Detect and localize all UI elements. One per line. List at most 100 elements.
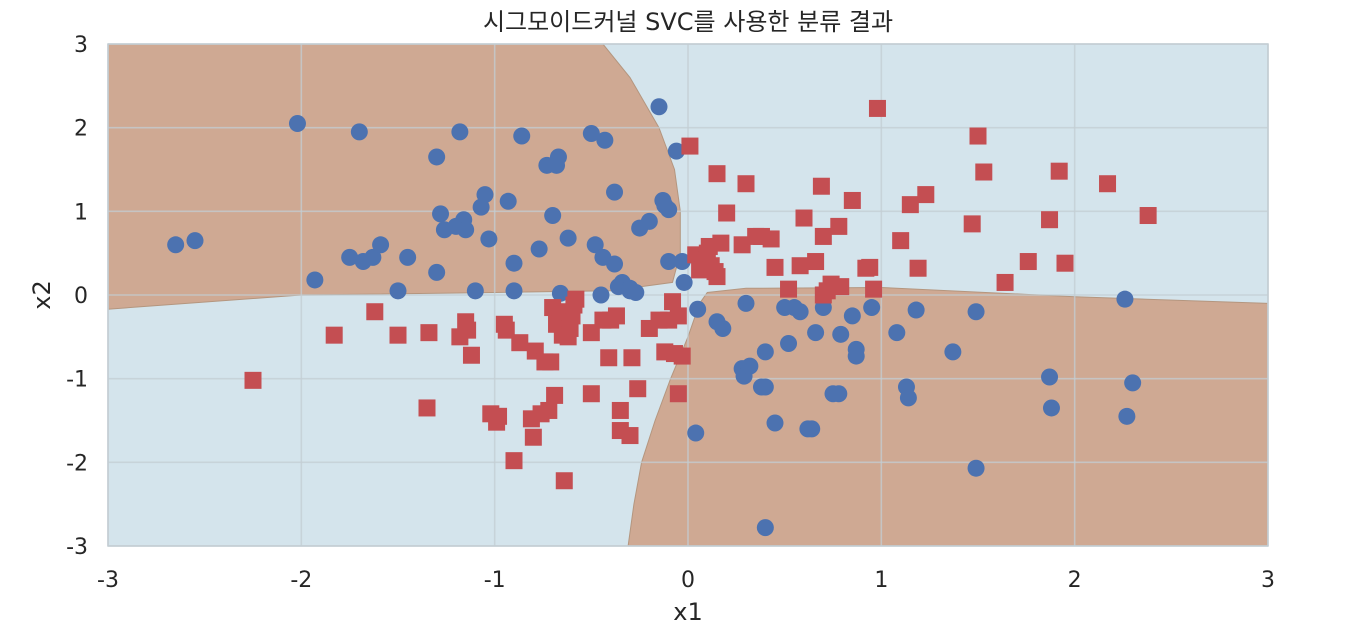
circle-point bbox=[288, 114, 306, 132]
circle-point bbox=[551, 284, 569, 302]
y-tick-label: -1 bbox=[66, 368, 88, 393]
circle-point bbox=[549, 148, 567, 166]
circle-point bbox=[466, 282, 484, 300]
square-point bbox=[733, 236, 751, 254]
square-point bbox=[366, 303, 384, 321]
square-point bbox=[497, 321, 515, 339]
square-point bbox=[737, 175, 755, 193]
square-point bbox=[780, 280, 798, 298]
circle-point bbox=[888, 324, 906, 342]
square-point bbox=[832, 278, 850, 296]
square-point bbox=[766, 258, 784, 276]
square-point bbox=[600, 349, 618, 367]
x-tick-label: 3 bbox=[1261, 568, 1275, 593]
y-axis-label: x2 bbox=[28, 280, 56, 309]
square-point bbox=[861, 258, 879, 276]
y-tick-label: -2 bbox=[66, 451, 88, 476]
circle-point bbox=[737, 294, 755, 312]
square-point bbox=[708, 165, 726, 183]
circle-point bbox=[606, 255, 624, 273]
circle-point bbox=[847, 347, 865, 365]
y-tick-label: 2 bbox=[74, 117, 88, 142]
circle-point bbox=[780, 335, 798, 353]
y-tick-labels: -3 -2 -1 0 1 2 3 bbox=[66, 33, 88, 560]
square-point bbox=[892, 232, 910, 250]
square-point bbox=[1056, 254, 1074, 272]
circle-point bbox=[687, 424, 705, 442]
square-point bbox=[762, 230, 780, 248]
square-point bbox=[807, 253, 825, 271]
circle-point bbox=[606, 183, 624, 201]
square-point bbox=[708, 268, 726, 286]
square-point bbox=[917, 186, 935, 204]
square-point bbox=[490, 407, 508, 425]
square-point bbox=[462, 346, 480, 364]
square-point bbox=[712, 234, 730, 252]
square-point bbox=[673, 347, 691, 365]
circle-point bbox=[803, 420, 821, 438]
circle-point bbox=[428, 148, 446, 166]
circle-point bbox=[186, 232, 204, 250]
square-point bbox=[1139, 207, 1157, 225]
circle-point bbox=[1124, 374, 1142, 392]
x-tick-label: 0 bbox=[681, 568, 695, 593]
circle-point bbox=[499, 192, 517, 210]
circle-point bbox=[1042, 399, 1060, 417]
circle-point bbox=[766, 414, 784, 432]
square-point bbox=[629, 380, 647, 398]
square-point bbox=[459, 321, 477, 339]
square-point bbox=[843, 191, 861, 209]
circle-point bbox=[1041, 368, 1059, 386]
circle-point bbox=[967, 303, 985, 321]
data-points bbox=[167, 98, 1157, 537]
square-point bbox=[567, 290, 585, 308]
circle-point bbox=[791, 303, 809, 321]
circle-point bbox=[530, 240, 548, 258]
circle-point bbox=[372, 236, 390, 254]
square-point bbox=[791, 257, 809, 275]
circle-point bbox=[544, 207, 562, 225]
circle-point bbox=[714, 319, 732, 337]
x-tick-label: -3 bbox=[97, 568, 119, 593]
y-tick-label: -3 bbox=[66, 535, 88, 560]
circle-point bbox=[756, 378, 774, 396]
chart-title: 시그모이드커널 SVC를 사용한 분류 결과 bbox=[483, 8, 893, 36]
square-point bbox=[1041, 211, 1059, 229]
square-point bbox=[420, 324, 438, 342]
square-point bbox=[901, 196, 919, 214]
circle-point bbox=[756, 519, 774, 537]
square-point bbox=[996, 273, 1014, 291]
region-brown-top-left bbox=[107, 43, 681, 310]
circle-point bbox=[399, 248, 417, 266]
y-tick-label: 1 bbox=[74, 200, 88, 225]
square-point bbox=[546, 386, 564, 404]
square-point bbox=[418, 399, 436, 417]
square-point bbox=[389, 326, 407, 344]
circle-point bbox=[364, 248, 382, 266]
square-point bbox=[975, 163, 993, 181]
circle-point bbox=[967, 459, 985, 477]
circle-point bbox=[741, 357, 759, 375]
circle-point bbox=[586, 236, 604, 254]
square-point bbox=[969, 127, 987, 145]
circle-point bbox=[505, 254, 523, 272]
circle-point bbox=[689, 300, 707, 318]
square-point bbox=[669, 385, 687, 403]
square-point bbox=[325, 326, 343, 344]
circle-point bbox=[592, 286, 610, 304]
circle-point bbox=[830, 385, 848, 403]
circle-point bbox=[640, 212, 658, 230]
circle-point bbox=[596, 131, 614, 149]
circle-point bbox=[863, 299, 881, 317]
circle-point bbox=[432, 205, 450, 223]
circle-point bbox=[559, 229, 577, 247]
circle-point bbox=[350, 123, 368, 141]
circle-point bbox=[513, 127, 531, 145]
circle-point bbox=[1116, 290, 1134, 308]
square-point bbox=[963, 215, 981, 233]
square-point bbox=[540, 401, 558, 419]
square-point bbox=[909, 259, 927, 277]
square-point bbox=[542, 353, 560, 371]
